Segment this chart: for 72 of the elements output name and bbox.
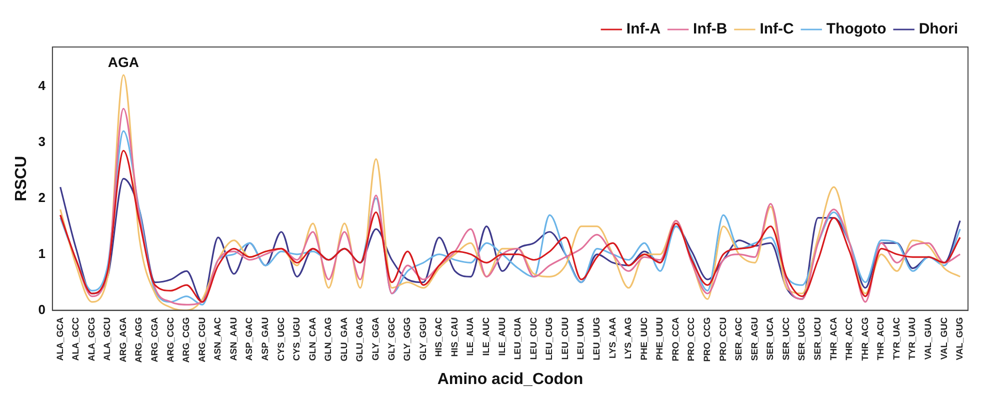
y-tick-label: 2 xyxy=(38,190,46,205)
x-tick-label: LEU_UUA xyxy=(576,316,586,360)
x-tick-label: ARG_CGC xyxy=(165,316,176,362)
legend-label: Inf-B xyxy=(693,20,728,38)
x-tick-label: GLU_GAG xyxy=(354,317,365,362)
x-tick-label: GLY_GGU xyxy=(418,317,428,360)
x-tick-label: SER_UCU xyxy=(812,317,823,360)
x-tick-label: ILE_AUA xyxy=(465,316,476,356)
x-tick-label: ALA_GCG xyxy=(86,317,96,362)
x-tick-label: GLU_GAA xyxy=(338,316,349,362)
x-tick-label: LEU_CUU xyxy=(560,317,570,360)
x-tick-label: ARG_AGA xyxy=(118,316,128,362)
x-tick-label: THR_ACU xyxy=(876,317,886,360)
x-tick-label: ASN_AAC xyxy=(212,316,223,361)
x-tick-label: SER_UCG xyxy=(796,317,807,361)
x-tick-label: LEU_CUG xyxy=(544,317,554,360)
x-tick-label: SER_UCC xyxy=(780,316,791,360)
x-tick-label: ALA_GCC xyxy=(70,316,81,361)
x-tick-label: PHE_UUC xyxy=(638,316,649,360)
x-tick-label: ASN_AAU xyxy=(228,317,238,361)
x-tick-label: GLN_CAA xyxy=(307,316,318,361)
y-tick-label: 1 xyxy=(38,246,46,261)
x-tick-label: THR_ACG xyxy=(860,317,870,361)
line-series xyxy=(60,74,961,310)
legend-label: Thogoto xyxy=(826,20,886,38)
x-tick-label: VAL_GUA xyxy=(923,316,934,360)
x-tick-label: GLY_GGG xyxy=(402,317,412,361)
x-tick-label: LEU_CUC xyxy=(528,316,538,360)
x-tick-label: GLY_GGA xyxy=(370,316,381,360)
x-tick-label: PHE_UUU xyxy=(654,317,665,360)
x-tick-label: LEU_UUG xyxy=(592,317,602,360)
x-tick-label: THR_ACA xyxy=(828,316,838,360)
annotation: AGA xyxy=(108,54,140,70)
x-tick-label: THR_ACC xyxy=(844,316,854,360)
x-tick-label: VAL_GUC xyxy=(938,316,949,360)
x-tick-label: ARG_CGA xyxy=(150,316,160,362)
x-tick-label: PRO_CCU xyxy=(718,317,728,362)
x-tick-label: GLN_CAG xyxy=(323,317,334,362)
legend-label: Inf-A xyxy=(626,20,661,38)
x-tick-label: PRO_CCG xyxy=(702,317,712,362)
y-tick-label: 4 xyxy=(38,78,46,93)
x-tick-label: ALA_GCU xyxy=(102,317,112,361)
x-tick-label: ILE_AUC xyxy=(481,316,492,356)
x-tick-label: LEU_CUA xyxy=(512,316,523,360)
x-tick-label: ALA_GCA xyxy=(54,316,65,361)
x-tick-label: ASP_GAU xyxy=(260,317,270,361)
x-tick-label: SER_AGC xyxy=(734,316,744,361)
x-tick-label: PRO_CCC xyxy=(686,316,696,362)
legend-label: Dhori xyxy=(918,20,958,38)
x-tick-label: ARG_CGG xyxy=(181,317,192,363)
x-tick-label: TYR_UAU xyxy=(907,317,918,360)
x-tick-label: TYR_UAC xyxy=(891,316,902,360)
x-tick-label: HIS_CAU xyxy=(449,317,460,357)
x-tick-label: PRO_CCA xyxy=(670,316,680,362)
x-tick-label: ASP_GAC xyxy=(244,316,254,361)
x-tick-label: HIS_CAC xyxy=(434,316,444,357)
x-tick-label: ARG_CGU xyxy=(196,317,207,362)
x-tick-label: GLY_GGC xyxy=(386,316,396,360)
y-axis-title: RSCU xyxy=(13,156,30,202)
x-tick-label: SER_AGU xyxy=(749,317,760,361)
x-tick-label: CYS_UGU xyxy=(292,317,302,361)
y-tick-label: 0 xyxy=(38,302,46,317)
x-tick-label: LYS_AAG xyxy=(623,317,634,359)
x-axis-title: Amino acid_Codon xyxy=(437,370,584,388)
x-tick-label: SER_UCA xyxy=(765,316,776,360)
x-tick-label: CYS_UGC xyxy=(276,316,286,361)
x-tick-label: ILE_AUU xyxy=(496,317,507,356)
x-tick-label: LYS_AAA xyxy=(607,316,618,358)
y-tick-label: 3 xyxy=(38,134,46,149)
x-tick-label: VAL_GUG xyxy=(954,317,965,360)
legend-label: Inf-C xyxy=(760,20,794,38)
x-tick-label: ARG_AGG xyxy=(134,317,144,363)
